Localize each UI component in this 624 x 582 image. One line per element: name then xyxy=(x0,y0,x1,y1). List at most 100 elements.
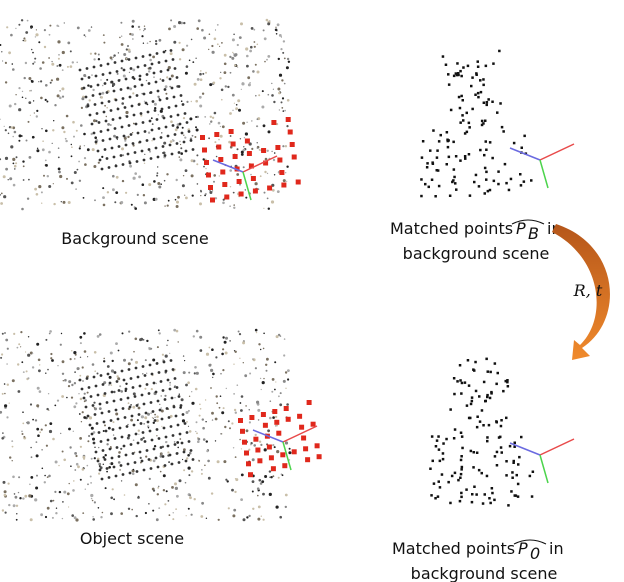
scene-point xyxy=(0,357,2,359)
scene-point xyxy=(229,340,230,341)
grid-point xyxy=(169,388,172,391)
grid-point xyxy=(111,391,114,394)
scene-point xyxy=(183,22,185,24)
grid-point xyxy=(91,433,94,436)
grid-point xyxy=(164,154,167,157)
scene-point xyxy=(139,338,142,341)
scene-point xyxy=(195,431,196,432)
scene-point xyxy=(209,33,211,35)
scene-point xyxy=(13,333,15,335)
scene-point xyxy=(211,412,214,415)
scene-point xyxy=(254,41,256,43)
scene-point xyxy=(70,358,72,360)
scene-point xyxy=(36,441,38,443)
scene-point xyxy=(191,402,194,405)
matched-point xyxy=(436,439,439,442)
grid-point xyxy=(155,391,158,394)
scene-point xyxy=(42,468,44,470)
grid-point xyxy=(144,64,147,67)
scene-point xyxy=(271,151,272,152)
scene-point xyxy=(164,180,166,182)
scene-point xyxy=(188,467,191,470)
scene-point xyxy=(40,80,42,82)
scene-point xyxy=(239,333,241,335)
scene-point xyxy=(261,106,264,109)
scene-point xyxy=(69,446,71,448)
scene-point xyxy=(90,494,93,497)
scene-point xyxy=(146,373,147,374)
scene-point xyxy=(119,469,121,471)
scene-point xyxy=(125,111,128,114)
scene-point xyxy=(235,412,237,414)
scene-point xyxy=(176,495,179,498)
scene-point xyxy=(58,171,61,174)
scene-point xyxy=(164,395,166,397)
scene-point xyxy=(13,504,16,507)
scene-point xyxy=(68,385,70,387)
scene-point xyxy=(103,430,105,432)
scene-point xyxy=(269,20,270,21)
scene-point xyxy=(1,437,4,440)
scene-point xyxy=(18,87,20,89)
scene-point xyxy=(182,419,185,422)
matched-point xyxy=(447,73,450,76)
scene-point xyxy=(121,480,122,481)
scene-point xyxy=(204,465,206,467)
scene-point xyxy=(252,480,255,483)
scene-point xyxy=(258,343,260,345)
grid-point xyxy=(155,147,158,150)
scene-point xyxy=(22,91,23,92)
grid-point xyxy=(110,419,113,422)
scene-point xyxy=(75,402,77,404)
grid-point xyxy=(136,160,139,163)
scene-point xyxy=(268,208,270,210)
scene-point xyxy=(149,67,152,70)
scene-point xyxy=(246,429,249,432)
scene-point xyxy=(267,55,270,58)
scene-point xyxy=(104,105,106,107)
scene-point xyxy=(83,332,86,335)
grid-point xyxy=(113,400,116,403)
scene-point xyxy=(138,430,140,432)
matched-point xyxy=(431,161,434,164)
grid-point xyxy=(108,100,111,103)
scene-point xyxy=(30,518,33,521)
matched-marker xyxy=(244,451,249,456)
matched-marker xyxy=(242,440,247,445)
scene-point xyxy=(196,154,198,156)
matched-marker xyxy=(275,145,280,150)
grid-point xyxy=(125,388,128,391)
scene-point xyxy=(93,402,95,404)
scene-point xyxy=(85,36,86,37)
scene-point xyxy=(282,474,284,476)
grid-point xyxy=(161,418,164,421)
scene-point xyxy=(36,454,39,457)
grid-point xyxy=(109,382,112,385)
scene-point xyxy=(279,74,282,77)
matched-point xyxy=(470,450,473,453)
grid-point xyxy=(117,108,120,111)
matched-marker xyxy=(231,142,236,147)
scene-point xyxy=(283,110,285,112)
grid-point xyxy=(106,157,109,160)
scene-point xyxy=(185,72,188,75)
scene-point xyxy=(21,135,23,137)
scene-point xyxy=(241,448,242,449)
scene-point xyxy=(7,384,9,386)
scene-point xyxy=(284,58,286,60)
scene-point xyxy=(231,489,234,492)
scene-point xyxy=(83,416,86,419)
scene-point xyxy=(0,119,1,120)
scene-point xyxy=(102,187,104,189)
scene-point xyxy=(62,451,64,453)
matched-marker xyxy=(315,443,320,448)
scene-point xyxy=(176,441,179,444)
scene-point xyxy=(113,57,114,58)
scene-point xyxy=(41,128,42,129)
scene-point xyxy=(91,427,94,430)
scene-point xyxy=(194,366,197,369)
matched-point xyxy=(480,91,483,94)
scene-point xyxy=(143,43,144,44)
scene-point xyxy=(217,24,219,26)
scene-point xyxy=(59,90,60,91)
